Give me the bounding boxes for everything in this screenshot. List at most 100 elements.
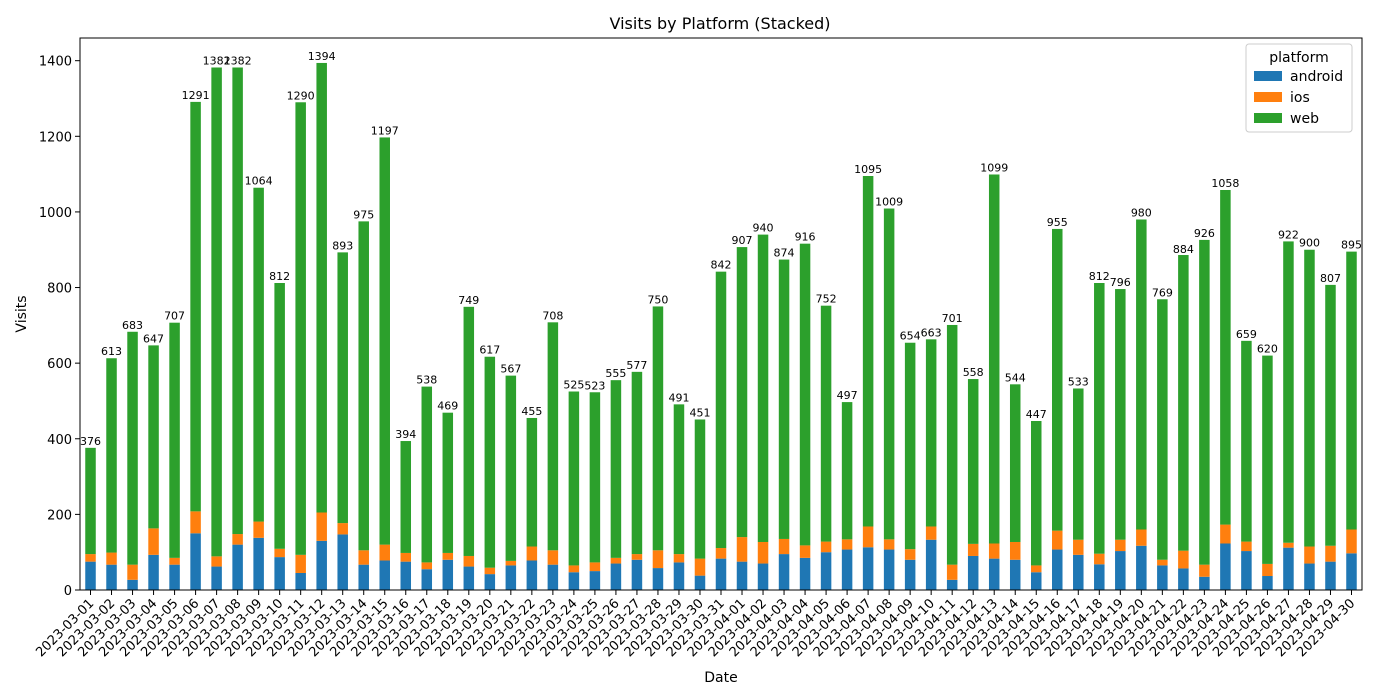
bar-ios-2023-03-12: [316, 512, 327, 541]
bar-ios-2023-03-17: [421, 562, 433, 570]
bar-web-2023-03-23: [547, 322, 559, 551]
bar-ios-2023-04-11: [946, 564, 958, 580]
bar-android-2023-04-19: [1115, 551, 1126, 590]
total-label-2023-04-07: 1095: [854, 163, 882, 176]
bar-ios-2023-03-27: [631, 554, 643, 560]
bar-ios-2023-04-05: [820, 541, 832, 553]
bar-web-2023-04-17: [1073, 388, 1084, 540]
bar-web-2023-03-19: [463, 306, 475, 556]
total-label-2023-04-17: 533: [1068, 375, 1089, 388]
total-label-2023-03-03: 683: [122, 319, 143, 332]
bar-web-2023-04-21: [1157, 299, 1168, 560]
total-label-2023-04-16: 955: [1047, 216, 1068, 229]
total-label-2023-03-25: 523: [584, 379, 605, 392]
total-label-2023-04-05: 752: [816, 293, 837, 306]
bar-web-2023-04-07: [862, 176, 874, 527]
bar-android-2023-04-24: [1220, 543, 1231, 590]
bar-ios-2023-03-02: [106, 552, 117, 565]
x-axis: 2023-03-012023-03-022023-03-032023-03-04…: [33, 590, 1358, 660]
bar-android-2023-04-01: [736, 561, 748, 590]
bar-android-2023-03-18: [442, 559, 454, 590]
bar-android-2023-04-09: [904, 559, 916, 590]
bar-ios-2023-03-09: [253, 521, 264, 538]
bar-ios-2023-04-12: [967, 543, 979, 556]
bar-ios-2023-03-22: [526, 546, 538, 561]
bar-android-2023-03-03: [127, 579, 138, 590]
bar-web-2023-03-28: [652, 306, 664, 551]
total-label-2023-03-05: 707: [164, 310, 185, 323]
total-label-2023-04-28: 900: [1299, 237, 1320, 250]
bar-web-2023-04-23: [1199, 239, 1210, 565]
bar-ios-2023-03-26: [610, 557, 622, 564]
bar-ios-2023-03-20: [484, 567, 496, 575]
bar-ios-2023-03-21: [505, 560, 517, 566]
legend-label-web: web: [1290, 111, 1319, 127]
bar-web-2023-03-25: [589, 392, 601, 563]
total-label-2023-03-18: 469: [437, 400, 458, 413]
bar-web-2023-04-28: [1304, 249, 1315, 547]
bar-web-2023-03-09: [253, 187, 264, 522]
bar-web-2023-03-18: [442, 412, 454, 553]
legend-swatch-web: [1254, 113, 1282, 123]
total-label-2023-03-30: 451: [689, 406, 710, 419]
bar-ios-2023-04-14: [1009, 541, 1021, 560]
legend-swatch-ios: [1254, 92, 1282, 102]
bar-ios-2023-04-20: [1136, 529, 1147, 546]
bar-web-2023-03-26: [610, 380, 622, 558]
total-label-2023-03-06: 1291: [182, 89, 210, 102]
bar-android-2023-03-26: [610, 563, 622, 590]
total-label-2023-04-04: 916: [795, 231, 816, 244]
bar-ios-2023-04-25: [1241, 541, 1252, 552]
bar-ios-2023-04-29: [1325, 545, 1336, 562]
bar-android-2023-03-08: [232, 544, 243, 590]
total-label-2023-04-03: 874: [774, 247, 795, 260]
bar-web-2023-03-03: [127, 331, 138, 565]
bar-web-2023-04-02: [757, 234, 769, 542]
bar-android-2023-03-14: [358, 564, 369, 590]
bar-android-2023-03-15: [379, 560, 390, 590]
bar-android-2023-04-04: [799, 557, 811, 590]
bar-web-2023-04-03: [778, 259, 790, 539]
bar-web-2023-04-24: [1220, 189, 1231, 525]
bar-android-2023-03-25: [589, 571, 601, 590]
bar-ios-2023-03-16: [400, 552, 412, 562]
bar-web-2023-03-12: [316, 62, 327, 513]
total-label-2023-04-23: 926: [1194, 227, 1215, 240]
total-label-2023-04-01: 907: [732, 234, 753, 247]
total-label-2023-03-24: 525: [563, 379, 584, 392]
bar-ios-2023-04-02: [757, 541, 769, 564]
total-label-2023-04-20: 980: [1131, 206, 1152, 219]
bar-android-2023-04-30: [1346, 553, 1357, 590]
bar-web-2023-03-21: [505, 375, 517, 561]
bar-android-2023-04-12: [967, 555, 979, 590]
total-label-2023-03-08: 1382: [224, 54, 252, 67]
bar-ios-2023-04-04: [799, 545, 811, 558]
bar-android-2023-03-13: [337, 534, 348, 590]
bar-ios-2023-04-15: [1030, 565, 1042, 573]
bar-android-2023-04-28: [1304, 563, 1315, 590]
total-label-2023-03-11: 1290: [287, 89, 315, 102]
bar-android-2023-03-17: [421, 569, 433, 590]
bar-android-2023-03-20: [484, 574, 496, 590]
bar-android-2023-04-18: [1094, 564, 1105, 590]
total-label-2023-03-14: 975: [353, 208, 374, 221]
bar-web-2023-04-26: [1262, 355, 1273, 564]
bar-android-2023-04-11: [946, 579, 958, 590]
total-label-2023-04-21: 769: [1152, 286, 1173, 299]
bar-android-2023-03-06: [190, 533, 201, 590]
total-label-2023-04-09: 654: [900, 330, 921, 343]
bar-ios-2023-03-24: [568, 565, 580, 573]
legend-label-ios: ios: [1290, 90, 1310, 106]
legend-items: android ios web: [1254, 69, 1343, 127]
bar-android-2023-04-22: [1178, 568, 1189, 590]
bar-android-2023-04-16: [1052, 549, 1063, 590]
bar-web-2023-03-11: [295, 102, 306, 555]
total-label-2023-04-14: 544: [1005, 371, 1026, 384]
bar-web-2023-03-30: [694, 419, 706, 559]
bar-web-2023-03-02: [106, 358, 117, 553]
bar-web-2023-04-18: [1094, 282, 1105, 554]
y-tick-label-600: 600: [47, 357, 72, 372]
bar-ios-2023-04-23: [1199, 564, 1210, 577]
bar-android-2023-03-31: [715, 558, 727, 590]
